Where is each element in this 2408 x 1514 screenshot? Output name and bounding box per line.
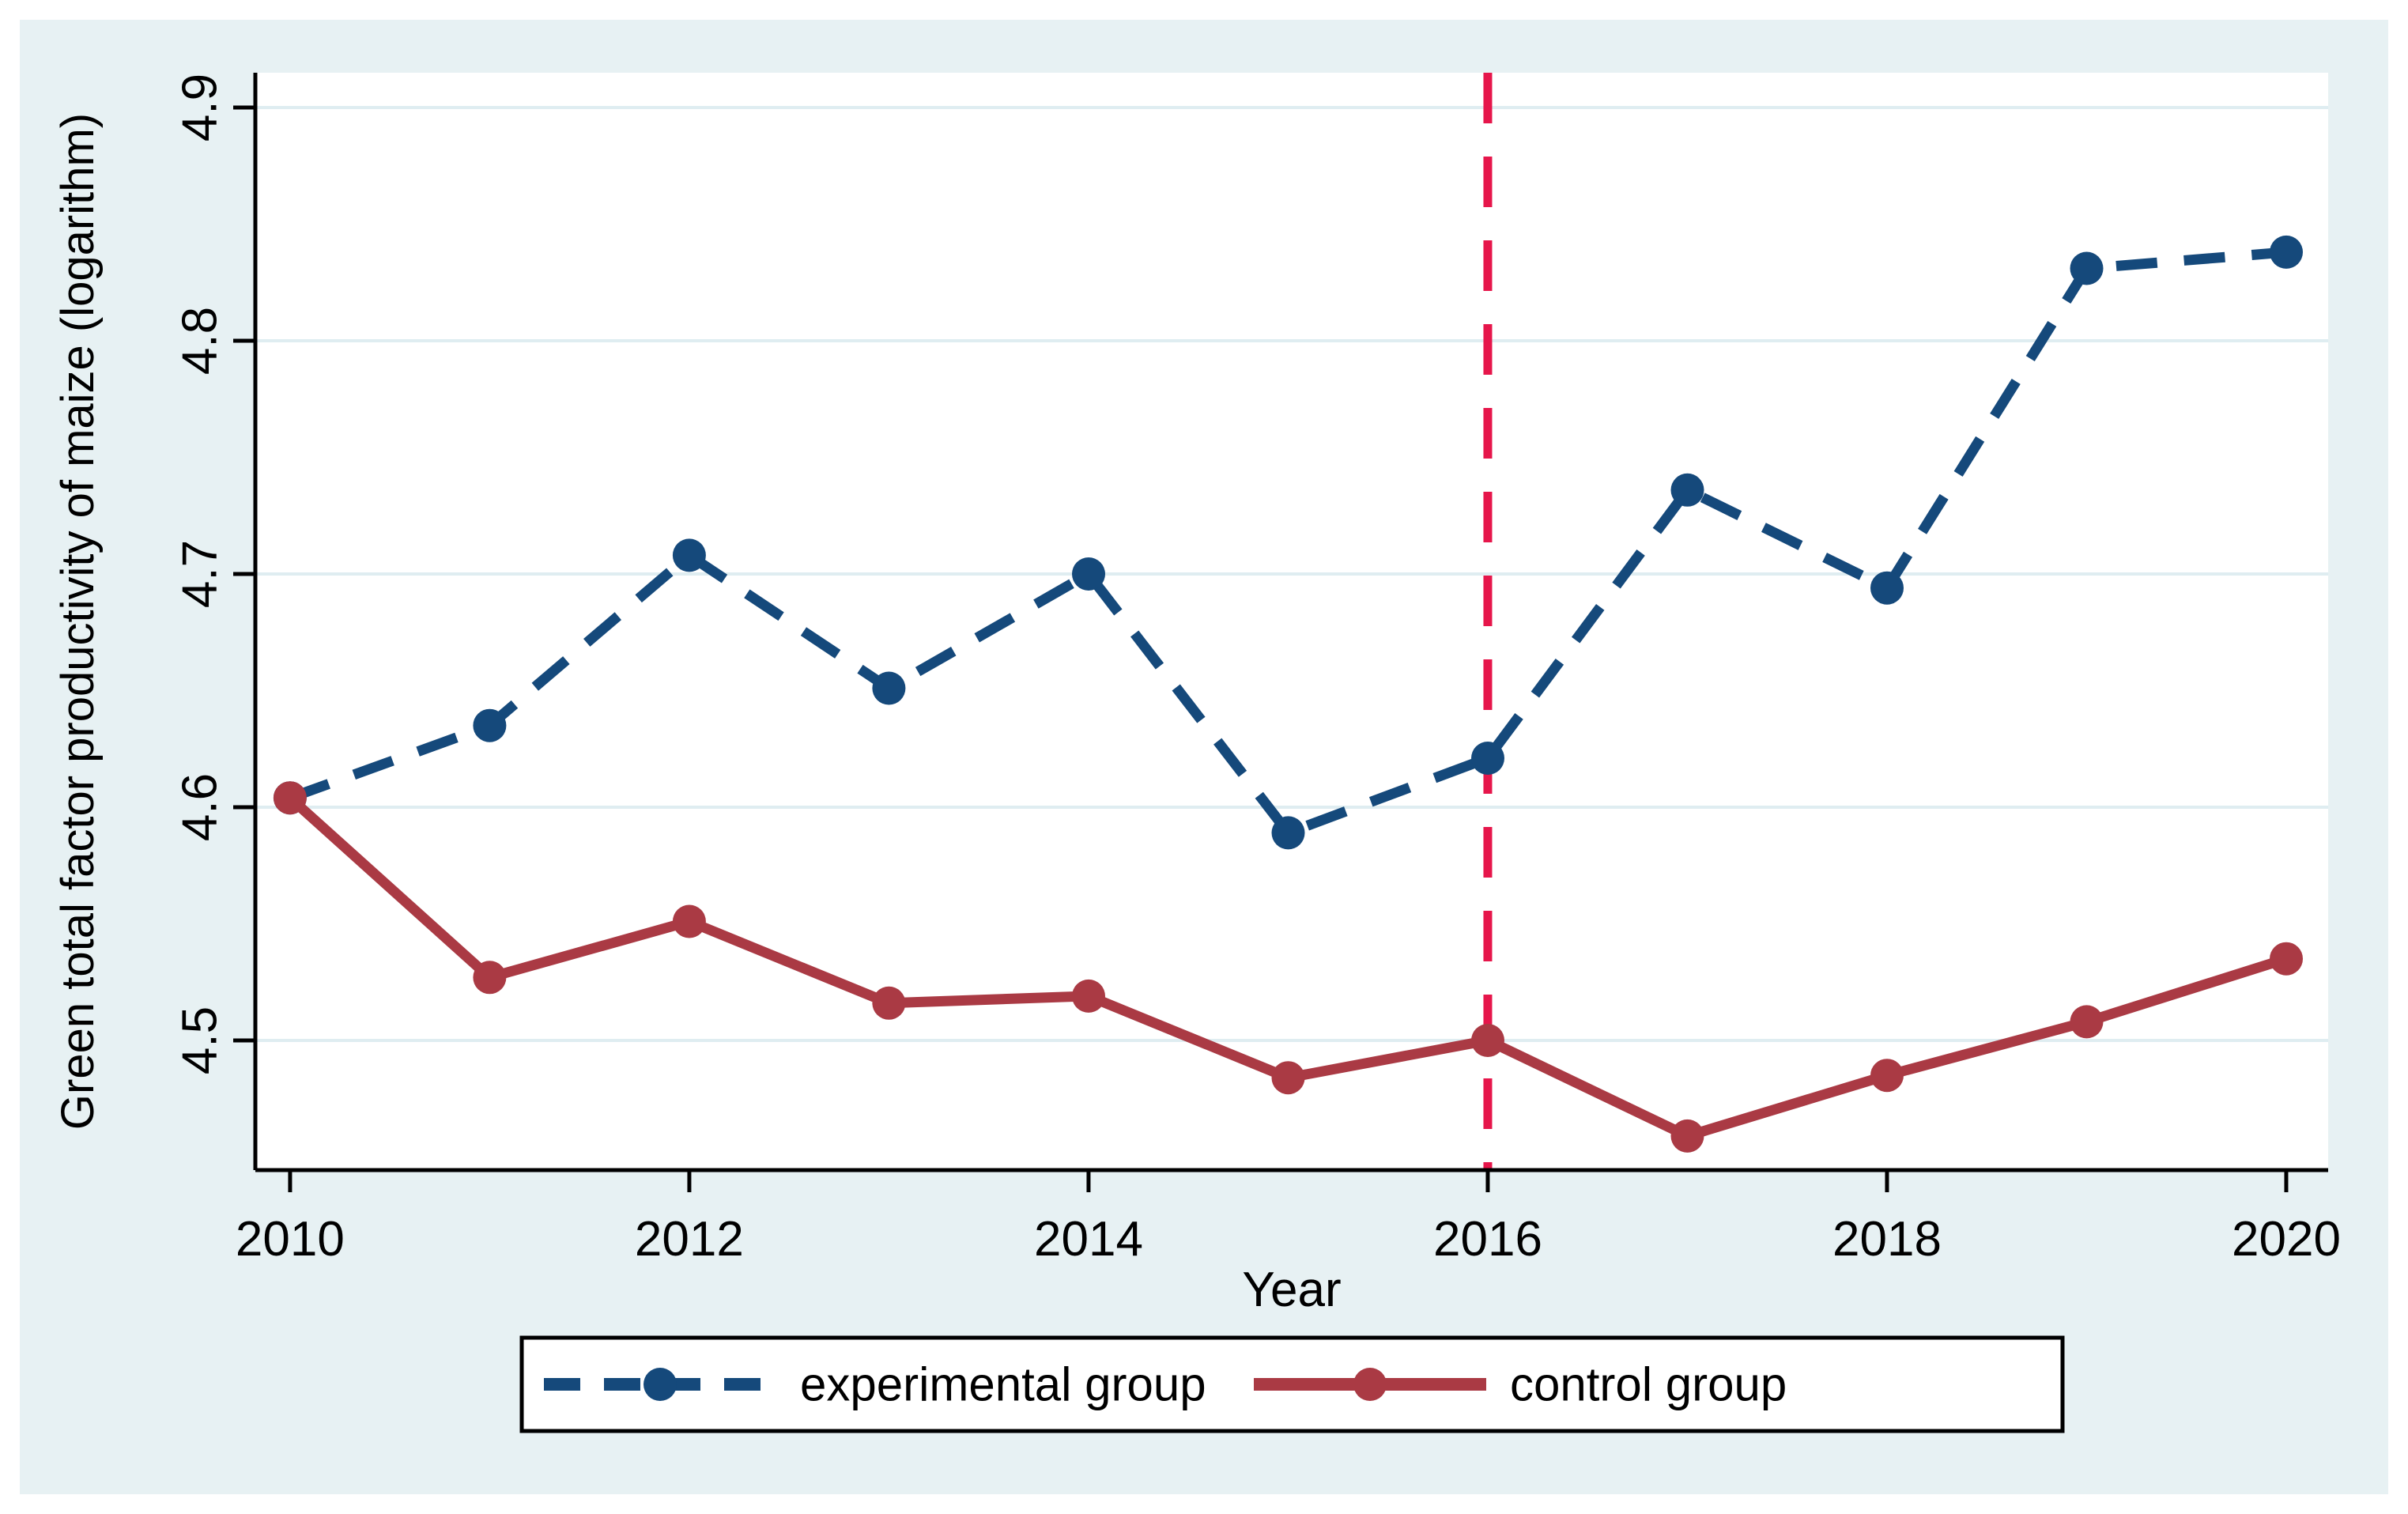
data-point-control-2018 bbox=[1870, 1059, 1904, 1093]
data-point-experimental-2018 bbox=[1870, 571, 1904, 605]
y-tick-label-4.5: 4.5 bbox=[172, 1006, 227, 1074]
data-point-control-2017 bbox=[1670, 1119, 1704, 1153]
y-axis-title: Green total factor productivity of maize… bbox=[52, 113, 104, 1130]
x-tick-label-2016: 2016 bbox=[1433, 1212, 1542, 1267]
legend-label-control-group: control group bbox=[1510, 1358, 1787, 1411]
plot-area bbox=[255, 73, 2328, 1170]
data-point-experimental-2011 bbox=[473, 708, 507, 742]
data-point-experimental-2012 bbox=[672, 538, 706, 572]
legend-swatch-control-marker bbox=[1353, 1368, 1387, 1401]
data-point-experimental-2017 bbox=[1670, 473, 1704, 507]
x-tick-label-2018: 2018 bbox=[1832, 1212, 1942, 1267]
data-point-control-2013 bbox=[872, 986, 906, 1020]
data-point-control-2010 bbox=[273, 781, 307, 815]
data-point-experimental-2019 bbox=[2070, 251, 2104, 285]
x-axis-title: Year bbox=[1242, 1263, 1341, 1317]
x-tick-label-2020: 2020 bbox=[2232, 1212, 2341, 1267]
data-point-control-2020 bbox=[2270, 942, 2303, 976]
data-point-experimental-2016 bbox=[1471, 742, 1504, 775]
y-tick-label-4.6: 4.6 bbox=[172, 773, 227, 841]
x-tick-label-2010: 2010 bbox=[236, 1212, 345, 1267]
x-tick-label-2014: 2014 bbox=[1034, 1212, 1143, 1267]
y-tick-label-4.9: 4.9 bbox=[172, 74, 227, 142]
data-point-control-2012 bbox=[672, 904, 706, 938]
data-point-experimental-2013 bbox=[872, 671, 906, 705]
data-point-experimental-2015 bbox=[1271, 816, 1305, 850]
data-point-control-2011 bbox=[473, 961, 507, 995]
data-point-control-2019 bbox=[2070, 1005, 2104, 1039]
data-point-control-2015 bbox=[1271, 1061, 1305, 1095]
legend-swatch-experimental-marker bbox=[644, 1368, 677, 1401]
data-point-experimental-2014 bbox=[1072, 557, 1105, 591]
x-tick-label-2012: 2012 bbox=[635, 1212, 744, 1267]
y-tick-label-4.8: 4.8 bbox=[172, 307, 227, 375]
data-point-control-2016 bbox=[1471, 1024, 1504, 1057]
data-point-experimental-2020 bbox=[2270, 235, 2303, 269]
legend-label-experimental-group: experimental group bbox=[800, 1358, 1206, 1411]
data-point-control-2014 bbox=[1072, 979, 1105, 1013]
y-tick-label-4.7: 4.7 bbox=[172, 540, 227, 608]
